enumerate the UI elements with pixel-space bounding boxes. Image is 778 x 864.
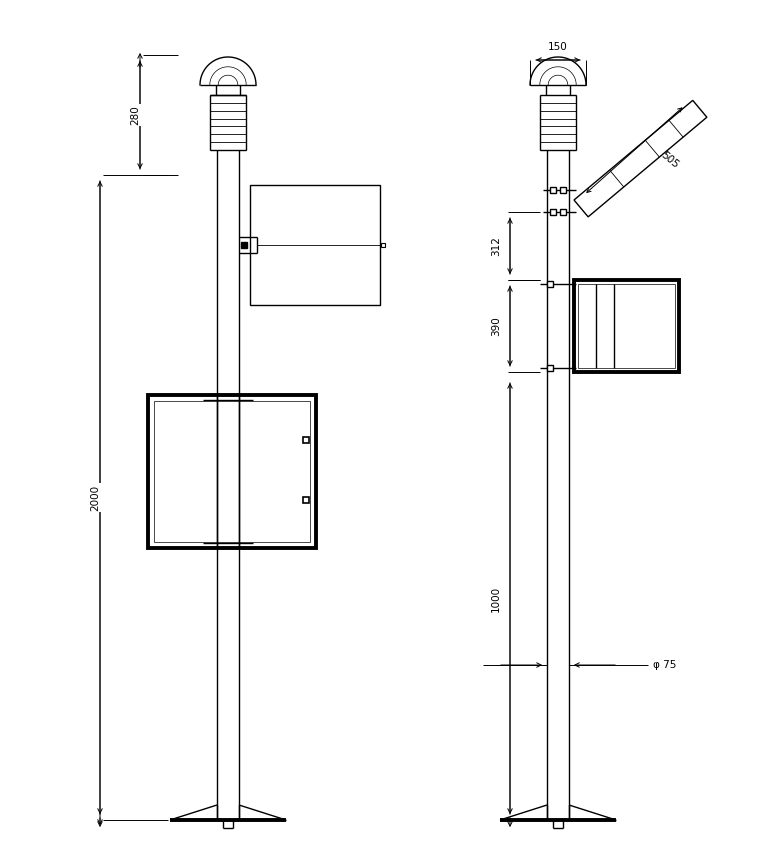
Text: 2000: 2000 xyxy=(90,485,100,511)
Text: 1000: 1000 xyxy=(491,586,501,612)
Bar xyxy=(148,395,316,548)
Bar xyxy=(578,284,675,368)
Bar xyxy=(574,280,679,372)
Text: 280: 280 xyxy=(130,105,140,125)
Text: 390: 390 xyxy=(491,316,501,336)
Bar xyxy=(154,401,310,542)
Bar xyxy=(250,185,380,305)
Text: 150: 150 xyxy=(548,42,568,52)
Text: 312: 312 xyxy=(491,236,501,256)
Text: φ 75: φ 75 xyxy=(653,660,676,670)
Text: 505: 505 xyxy=(658,150,680,170)
